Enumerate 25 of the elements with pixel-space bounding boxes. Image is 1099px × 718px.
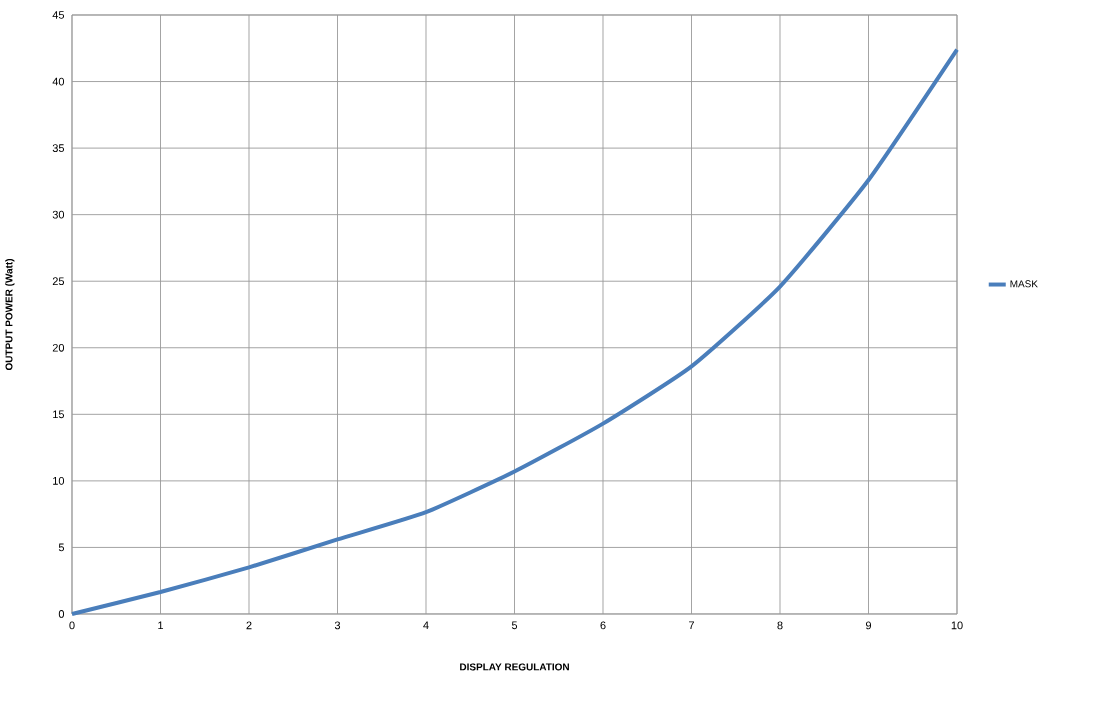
y-tick-label: 0 (58, 610, 65, 618)
x-tick-label: 7 (689, 621, 695, 630)
x-tick-label: 1 (158, 621, 164, 630)
x-tick-label: 8 (777, 621, 783, 630)
line-series (70, 47, 960, 616)
y-axis-title: OUTPUT POWER (Watt) (5, 258, 15, 371)
x-tick-label: 0 (69, 621, 75, 630)
y-tick-label: 10 (53, 477, 65, 485)
y-tick-label: 15 (53, 410, 65, 419)
y-tick-label: 40 (52, 77, 65, 86)
x-axis-title: DISPLAY REGULATION (460, 663, 569, 671)
x-tick-label: 3 (334, 621, 341, 630)
x-tick-label: 5 (511, 621, 518, 630)
x-tick-label: 9 (865, 621, 872, 630)
x-tick-label: 6 (600, 621, 606, 630)
y-tick-label: 5 (58, 543, 65, 552)
x-tick-label: 10 (951, 621, 963, 630)
y-tick-label: 45 (52, 11, 65, 19)
x-tick-label: 2 (246, 621, 252, 630)
y-tick-label: 20 (52, 343, 65, 352)
y-tick-label: 30 (52, 210, 65, 219)
x-tick-label: 4 (423, 621, 429, 630)
legend-label: MASK (1010, 280, 1038, 288)
y-tick-label: 25 (52, 277, 65, 286)
y-tick-label: 35 (52, 144, 65, 152)
